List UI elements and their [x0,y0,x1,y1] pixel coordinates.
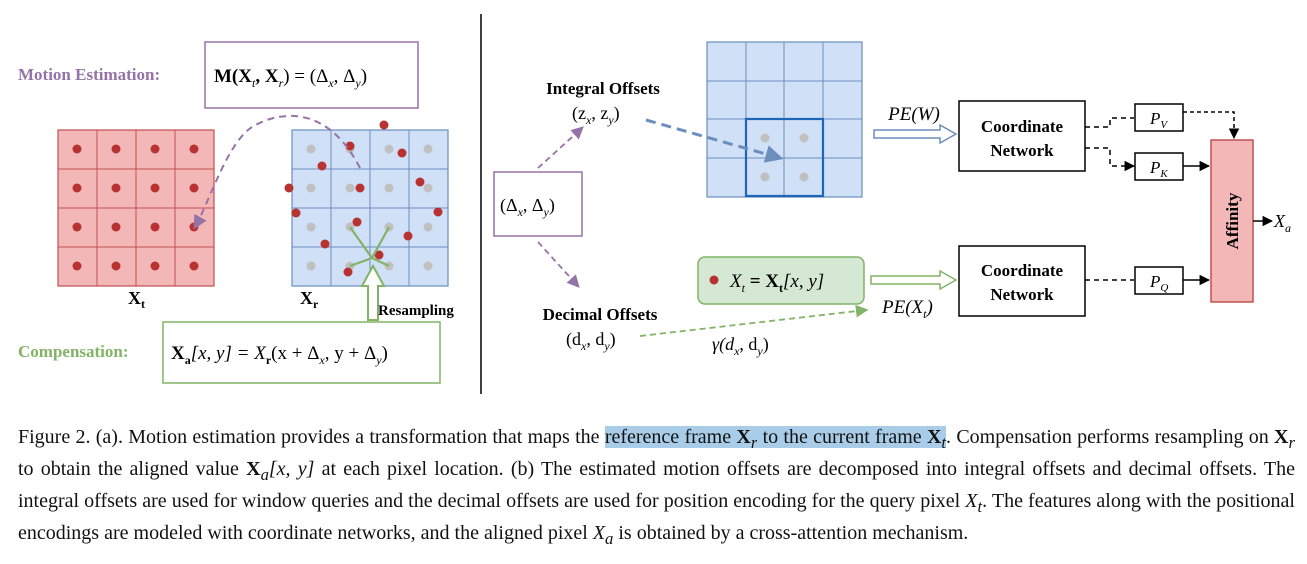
affinity-label: Affinity [1223,192,1242,249]
panel-b: (Δx, Δy) Integral Offsets (zx, zy) PE(W) [493,41,1291,358]
query-pixel-dot [709,275,719,285]
window-grid [706,41,863,198]
xt-label: Xt [128,288,145,311]
integral-offsets-title: Integral Offsets [546,79,660,98]
xt-grid [57,129,215,287]
integral-offsets-vars: (zx, zy) [572,103,620,127]
figure-caption: Figure 2. (a). Motion estimation provide… [18,426,1295,548]
output-label: Xa [1273,211,1291,235]
delta-text: (Δx, Δy) [500,195,555,219]
pe-xt-arrow [870,269,958,291]
caption-highlight-1: reference frame Xr [604,426,758,452]
query-pixel-text: Xt = Xt[x, y] [729,271,824,295]
decimal-offsets-title: Decimal Offsets [543,305,658,324]
pq-label: PQ [1149,272,1168,294]
motion-estimation-label: Motion Estimation: [18,65,160,84]
pv-label: PV [1149,109,1168,131]
pk-label: PK [1149,158,1168,180]
coordinate-network-bottom-line1: Coordinate [981,261,1064,280]
motion-arrow [193,115,361,230]
compensation-formula: Xa[x, y] = Xr(x + Δx, y + Δy) [171,343,388,367]
decimal-to-pe-arrow [639,304,869,337]
caption-highlight-2: to the current frame Xt [757,426,947,452]
motion-formula: M(Xt, Xr) = (Δx, Δy) [214,66,367,90]
panel-a: Motion Estimation: M(Xt, Xr) = (Δx, Δy) … [18,41,454,384]
pe-w-label: PE(W) [887,104,940,125]
to-integral-arrow [537,126,584,169]
compensation-label: Compensation: [18,342,129,361]
figure-diagram: Motion Estimation: M(Xt, Xr) = (Δx, Δy) … [18,14,1291,394]
to-decimal-arrow [537,241,580,288]
pv-to-affinity [1183,111,1240,140]
coordinate-network-top [958,100,1086,172]
integral-query-arrow [645,118,784,163]
pe-xt-label: PE(Xt) [881,297,933,321]
motion-formula-box [204,41,419,109]
gamma-label: γ(dx, dy) [712,334,769,358]
decimal-offsets-vars: (dx, dy) [566,329,616,353]
pe-w-arrow [873,123,958,145]
resampling-label: Resampling [378,303,454,319]
resampling-arrow [360,263,386,321]
coordinate-network-top-line2: Network [990,141,1054,160]
affinity-box [1210,139,1254,303]
compensation-formula-box [162,321,441,384]
query-window [744,117,825,198]
to-pk-line [1085,147,1136,172]
xr-label: Xr [300,288,319,311]
pv-box [1134,103,1184,132]
delta-box [493,171,583,237]
coordinate-network-top-line1: Coordinate [981,117,1064,136]
to-pv-line [1085,117,1134,128]
coordinate-network-bottom-line2: Network [990,285,1054,304]
coordinate-network-bottom [958,245,1086,317]
pk-box [1134,152,1184,181]
query-pixel-box [697,256,865,305]
xr-grid [284,120,449,287]
